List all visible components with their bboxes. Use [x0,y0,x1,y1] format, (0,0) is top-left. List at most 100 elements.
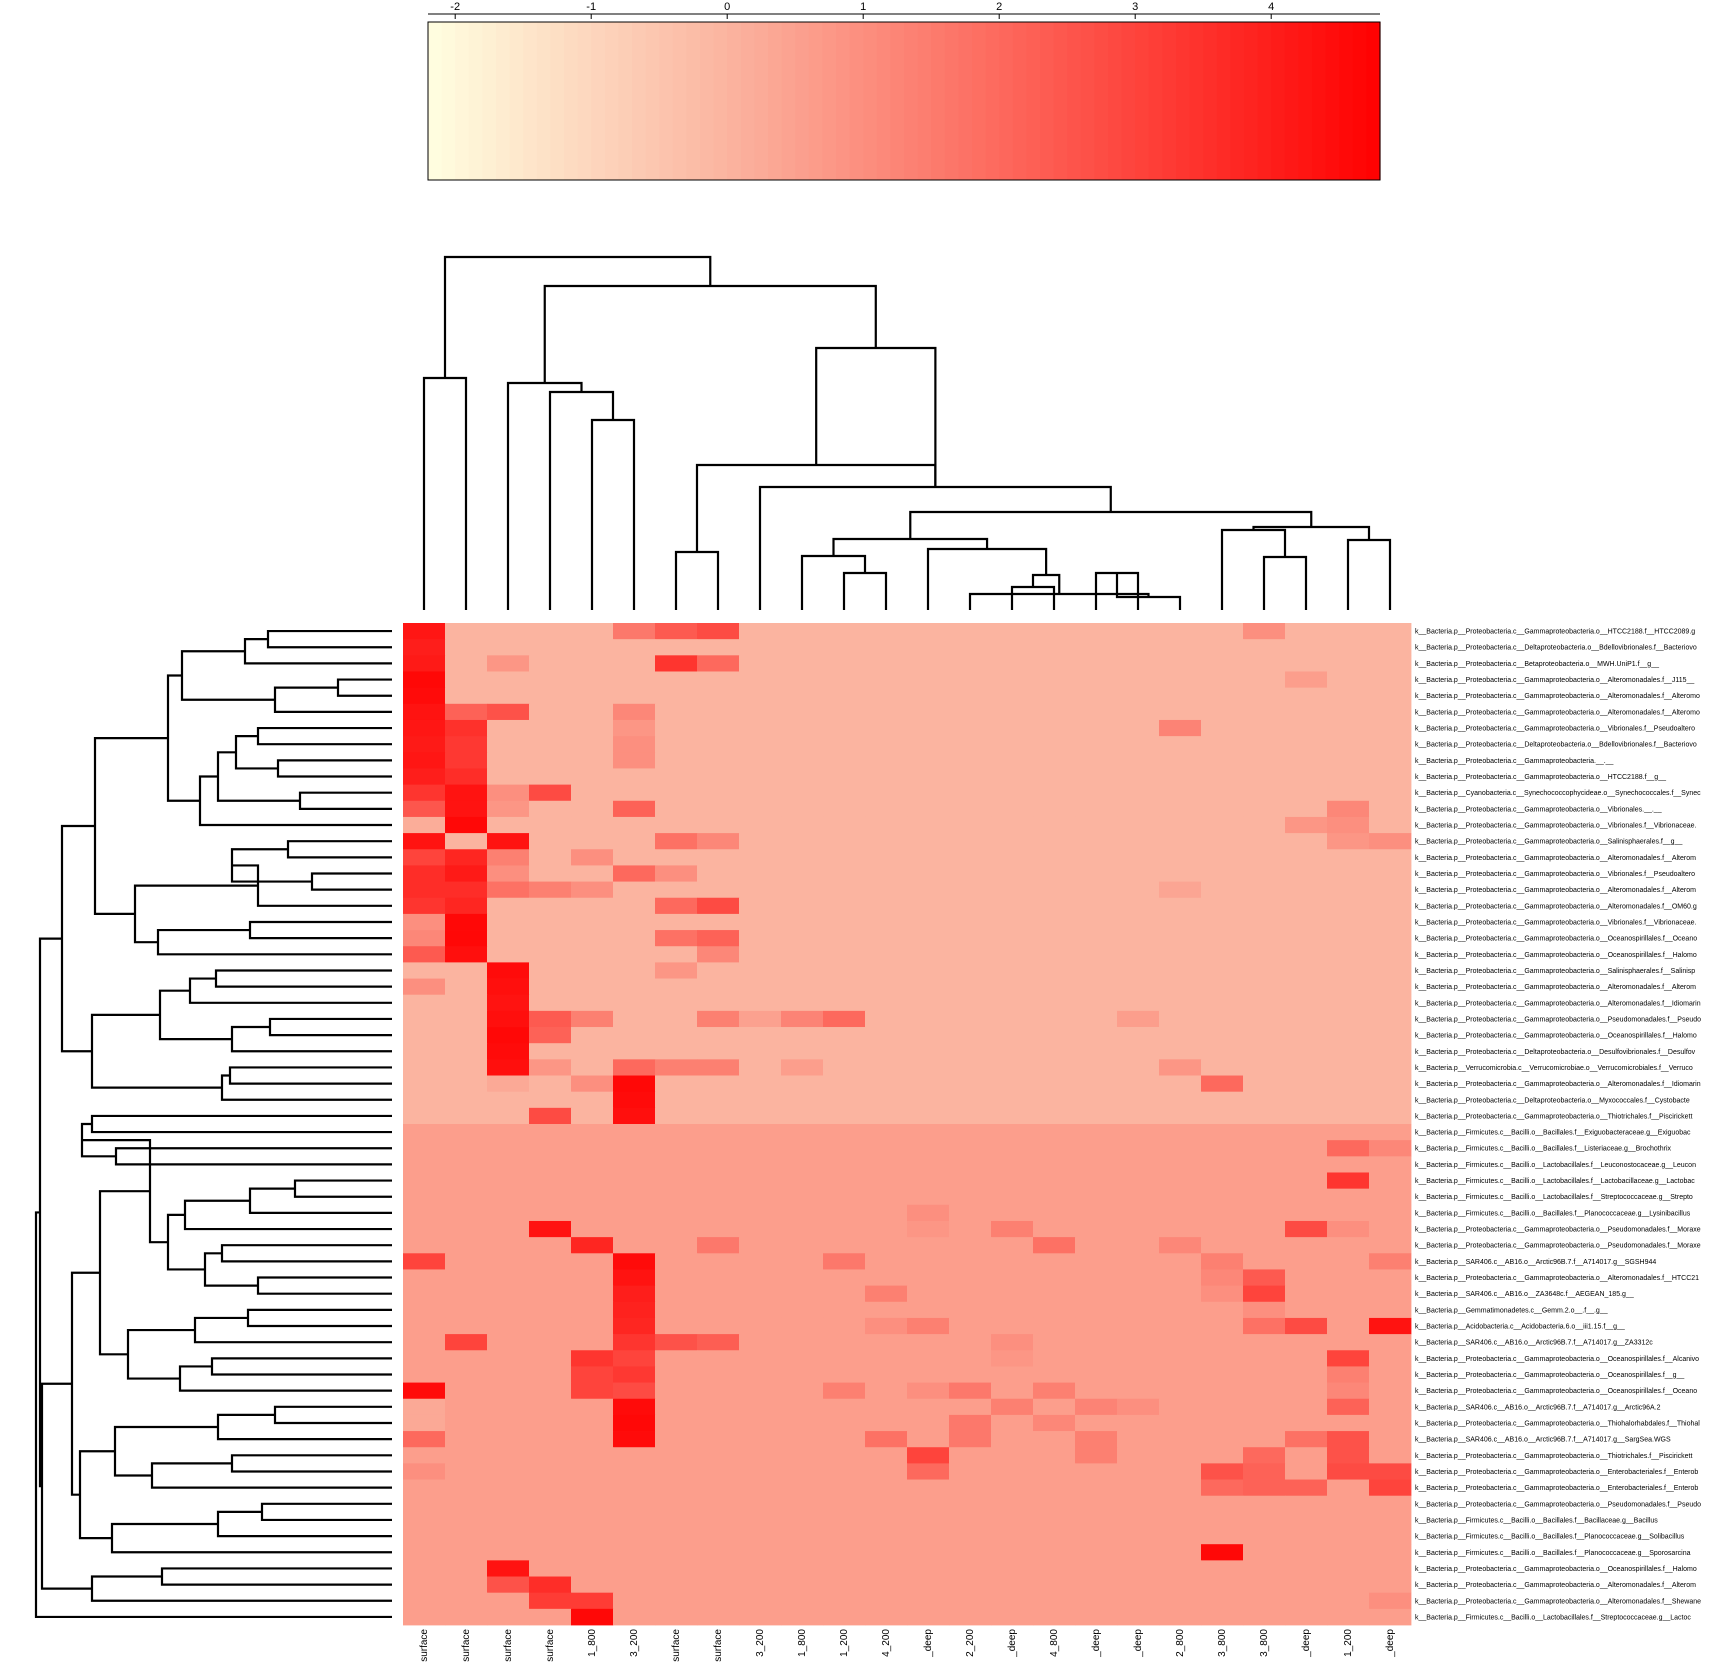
heatmap-cell [445,1237,488,1254]
heatmap-cell [865,1544,908,1561]
heatmap-cell [529,930,572,947]
heatmap-cell [1075,1285,1118,1303]
heatmap-cell [655,1269,698,1287]
heatmap-cell [1201,1350,1244,1367]
heatmap-cell [907,736,950,753]
heatmap-cell [487,1059,530,1076]
row-label: k__Bacteria.p__Proteobacteria.c__Gammapr… [1415,1275,1699,1282]
heatmap-cell [445,1204,488,1222]
color-key-step [713,22,728,180]
heatmap-cell [865,994,908,1012]
heatmap-cell [1327,1382,1370,1400]
heatmap-cell [1327,1059,1370,1076]
heatmap-cell [781,994,824,1012]
heatmap-cell [571,1528,614,1545]
heatmap-cell [1243,1220,1286,1238]
heatmap-cell [1159,1382,1202,1400]
heatmap-cell [739,865,782,882]
row-dendrogram-branch [276,759,392,778]
heatmap-cell [1243,1027,1286,1044]
heatmap-cell [1369,816,1412,834]
heatmap-cell [991,800,1034,818]
row-label: k__Bacteria.p__Proteobacteria.c__Deltapr… [1415,1049,1696,1056]
heatmap-cell [445,1511,488,1529]
heatmap-cell [823,1220,866,1238]
column-dendrogram-branch [842,571,888,610]
heatmap-cell [739,978,782,996]
heatmap-cell [571,816,614,834]
heatmap-cell [907,1608,950,1626]
heatmap-cell [1201,1463,1244,1480]
heatmap-cell [739,1269,782,1287]
heatmap-cell [487,1043,530,1060]
heatmap-cell [1033,736,1076,753]
heatmap-cell [739,1140,782,1157]
heatmap-cell [403,978,446,996]
heatmap-cell [1033,687,1076,705]
heatmap-cell [949,1431,992,1448]
heatmap-cell [907,800,950,818]
row-label: k__Bacteria.p__Firmicutes.c__Bacilli.o__… [1415,1210,1691,1217]
heatmap-cell [1285,833,1328,850]
heatmap-cell [1327,1269,1370,1287]
heatmap-cell [1201,671,1244,689]
heatmap-cell [949,1237,992,1254]
heatmap-cell [487,1544,530,1561]
heatmap-cell [949,1317,992,1335]
heatmap-cell [1159,671,1202,689]
heatmap-cell [1159,1285,1202,1303]
heatmap-cell [445,1091,488,1109]
heatmap-cell [949,1592,992,1610]
heatmap-cell [1285,946,1328,963]
heatmap-cell [907,1479,950,1497]
heatmap-cell [1159,1156,1202,1173]
heatmap-cell [907,1010,950,1028]
heatmap-cell [1369,1414,1412,1432]
heatmap-cell [1327,913,1370,931]
color-key-tick-label: 2 [996,1,1002,13]
heatmap-cell [1117,800,1160,818]
heatmap-cell [1369,1107,1412,1125]
row-label: k__Bacteria.p__Proteobacteria.c__Gammapr… [1415,629,1695,636]
heatmap-cell [991,639,1034,656]
heatmap-cell [1285,1495,1328,1513]
row-label: k__Bacteria.p__SAR406.c__AB16.o__ZA3648c… [1415,1291,1634,1298]
heatmap-cell [613,897,656,915]
heatmap-cell [655,1010,698,1028]
heatmap-cell [865,1398,908,1416]
row-label: k__Bacteria.p__Proteobacteria.c__Gammapr… [1415,1420,1700,1427]
heatmap-cell [1327,687,1370,705]
heatmap-cell [445,1350,488,1367]
heatmap-cell [1369,1301,1412,1319]
heatmap-cell [991,1043,1034,1060]
heatmap-cell [1201,1560,1244,1577]
row-label: k__Bacteria.p__Acidobacteria.c__Acidobac… [1415,1324,1625,1331]
heatmap-cell [739,1237,782,1254]
heatmap-cell [991,1463,1034,1480]
heatmap-cell [697,1528,740,1545]
heatmap-cell [1201,1382,1244,1400]
heatmap-cell [781,752,824,769]
heatmap-cell [1285,1431,1328,1448]
heatmap-cell [1369,752,1412,769]
heatmap-cell [655,1560,698,1577]
row-labels: k__Bacteria.p__Proteobacteria.c__Gammapr… [1415,629,1701,1622]
heatmap-cell [1369,1204,1412,1222]
heatmap-cell [1201,703,1244,721]
heatmap-cell [655,1156,698,1173]
heatmap-cell [823,1059,866,1076]
heatmap-cell [613,1366,656,1383]
heatmap-cell [1285,703,1328,721]
heatmap-cell [445,1463,488,1480]
heatmap-cell [823,1366,866,1383]
row-dendrogram-branch [126,1328,195,1380]
heatmap-cell [1285,881,1328,899]
heatmap-cell [949,1059,992,1076]
heatmap-cell [445,1447,488,1464]
heatmap-cell [487,1156,530,1173]
column-dendrogram-branch [1031,573,1061,594]
heatmap-cell [1285,1075,1328,1093]
row-label: k__Bacteria.p__Firmicutes.c__Bacilli.o__… [1415,1162,1696,1169]
color-key-step [904,22,919,180]
heatmap-cell [613,994,656,1012]
